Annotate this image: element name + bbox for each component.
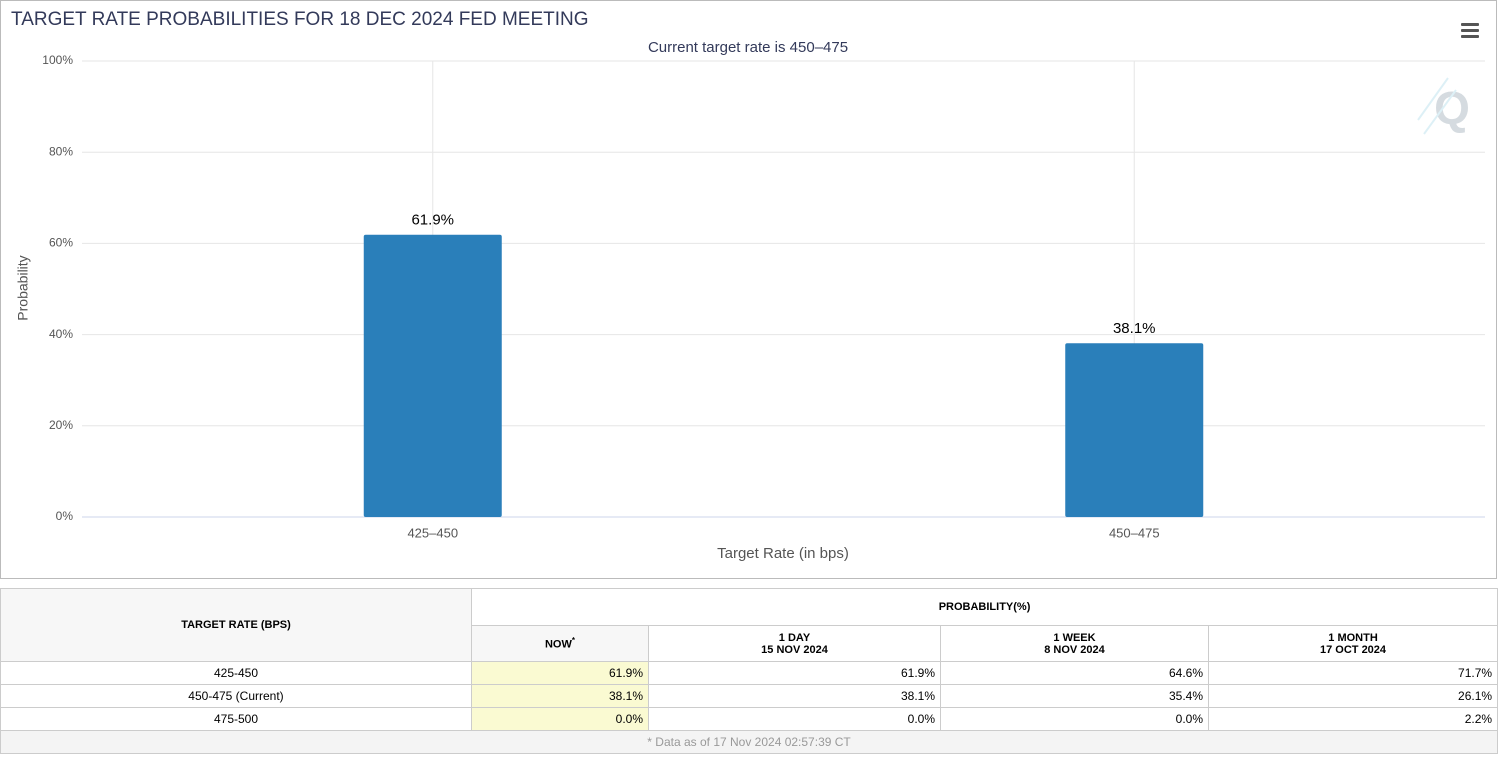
probability-cell: 26.1% [1207, 684, 1499, 708]
probability-cell: 71.7% [1207, 661, 1499, 685]
chart-title: TARGET RATE PROBABILITIES FOR 18 DEC 202… [11, 9, 589, 30]
target-header: TARGET RATE (BPS) [0, 588, 472, 662]
x-tick-label: 450–475 [1109, 525, 1160, 540]
header-row: TARGET RATE (BPS) PROBABILITY(%) [0, 588, 1499, 662]
column-label: 1 WEEK [1053, 631, 1096, 644]
rate-cell: 475-500 [0, 707, 472, 731]
probability-cell: 61.9% [648, 661, 941, 685]
menu-bar[interactable] [1461, 35, 1479, 38]
column-header: 1 MONTH 17 OCT 2024 [1207, 625, 1499, 662]
column-date: 8 NOV 2024 [1044, 643, 1105, 656]
y-tick-label: 100% [42, 53, 73, 67]
footer-note: * Data as of 17 Nov 2024 02:57:39 CT [0, 730, 1499, 754]
column-label: NOW [544, 638, 572, 651]
y-tick-label: 40% [49, 327, 73, 341]
menu-bar[interactable] [1461, 23, 1479, 26]
menu-bar[interactable] [1461, 29, 1479, 32]
column-header: 1 DAY 15 NOV 2024 [648, 625, 941, 662]
column-label: 1 DAY [778, 631, 811, 644]
column-note: * [571, 636, 575, 646]
header-row: NOW* 1 DAY 15 NOV 2024 1 WEEK 8 NOV 2024 1 MO… [1, 625, 1499, 662]
probability-cell: 0.0% [648, 707, 941, 731]
data-label: 38.1% [1113, 320, 1156, 337]
probability-cell: 35.4% [940, 684, 1209, 708]
probability-cell: 38.1% [471, 684, 649, 708]
y-tick-label: 20% [49, 418, 73, 432]
column-header: 1 WEEK 8 NOV 2024 [940, 625, 1209, 662]
probability-cell: 2.2% [1207, 707, 1499, 731]
y-tick-label: 80% [49, 144, 73, 158]
bar [363, 234, 502, 517]
table-row: 450-475 (Current) 38.1% 38.1% 35.4% 26.1% [0, 684, 1499, 708]
logo: Q [1417, 77, 1470, 135]
column-header: NOW* [471, 625, 649, 662]
column-label: 1 MONTH [1328, 631, 1378, 644]
menu-icon[interactable] [1461, 23, 1479, 38]
bar [1065, 343, 1204, 517]
y-tick-label: 0% [56, 509, 74, 523]
chart-subtitle: Current target rate is 450–475 [648, 39, 848, 56]
probability-cell: 38.1% [648, 684, 941, 708]
x-axis-label: Target Rate (in bps) [717, 545, 849, 562]
probability-cell: 64.6% [940, 661, 1209, 685]
y-tick-label: 60% [49, 236, 73, 250]
chart: TARGET RATE PROBABILITIES FOR 18 DEC 202… [0, 0, 1497, 579]
logo-streak [1417, 77, 1449, 121]
probability-table: TARGET RATE (BPS) PROBABILITY(%) NOW* 1 D… [0, 588, 1499, 754]
column-date: 15 NOV 2024 [761, 643, 828, 656]
table-row: 475-500 0.0% 0.0% 0.0% 2.2% [0, 707, 1499, 731]
rate-cell: 425-450 [0, 661, 472, 685]
y-axis-label: Probability [15, 255, 31, 320]
column-date: 17 OCT 2024 [1320, 643, 1387, 656]
logo-letter: Q [1434, 82, 1470, 134]
table-body: 425-450 61.9% 61.9% 64.6% 71.7% 450-475 (Curr… [0, 661, 1499, 754]
x-tick-label: 425–450 [407, 525, 458, 540]
logo-streak [1423, 89, 1457, 135]
footer-row: * Data as of 17 Nov 2024 02:57:39 CT [0, 730, 1499, 754]
probability-cell: 0.0% [471, 707, 649, 731]
probability-cell: 61.9% [471, 661, 649, 685]
table-row: 425-450 61.9% 61.9% 64.6% 71.7% [0, 661, 1499, 685]
rate-cell: 450-475 (Current) [0, 684, 472, 708]
data-label: 61.9% [411, 212, 454, 229]
probability-cell: 0.0% [940, 707, 1209, 731]
probability-header: PROBABILITY(%) [470, 588, 1499, 626]
chart-frame [0, 0, 1497, 579]
